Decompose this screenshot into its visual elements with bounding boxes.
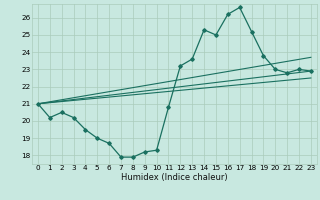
X-axis label: Humidex (Indice chaleur): Humidex (Indice chaleur) xyxy=(121,173,228,182)
